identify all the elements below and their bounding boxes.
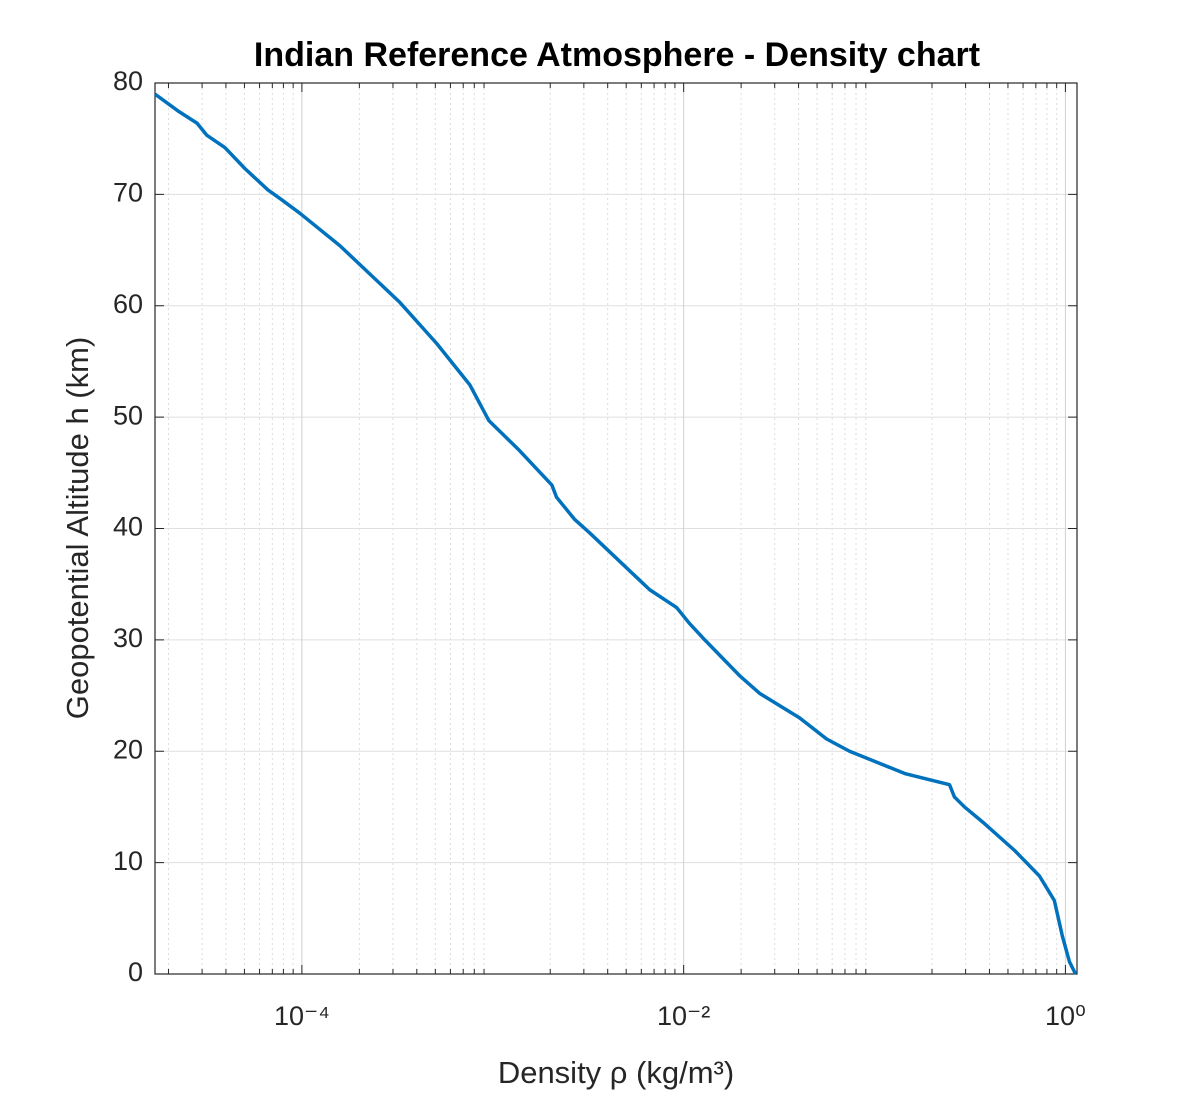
- plot-frame: [154, 82, 1078, 975]
- y-tick-label: 80: [113, 66, 143, 96]
- y-axis-label: Geopotential Altitude h (km): [60, 337, 95, 720]
- x-tick-label: 10⁻⁴: [274, 1001, 330, 1031]
- y-tick-label: 70: [113, 178, 143, 208]
- y-tick-label: 20: [113, 734, 143, 764]
- x-axis-label: Density ρ (kg/m³): [498, 1055, 734, 1090]
- y-tick-label: 30: [113, 623, 143, 653]
- y-tick-label: 10: [113, 846, 143, 876]
- y-tick-label: 50: [113, 400, 143, 430]
- y-tick-label: 60: [113, 289, 143, 319]
- data-line: [153, 92, 1078, 975]
- x-tick-label: 10⁻²: [657, 1001, 710, 1031]
- y-tick-label: 40: [113, 512, 143, 542]
- x-tick-label: 10⁰: [1045, 1001, 1086, 1031]
- y-tick-label: 0: [128, 957, 143, 987]
- chart-title: Indian Reference Atmosphere - Density ch…: [254, 36, 980, 74]
